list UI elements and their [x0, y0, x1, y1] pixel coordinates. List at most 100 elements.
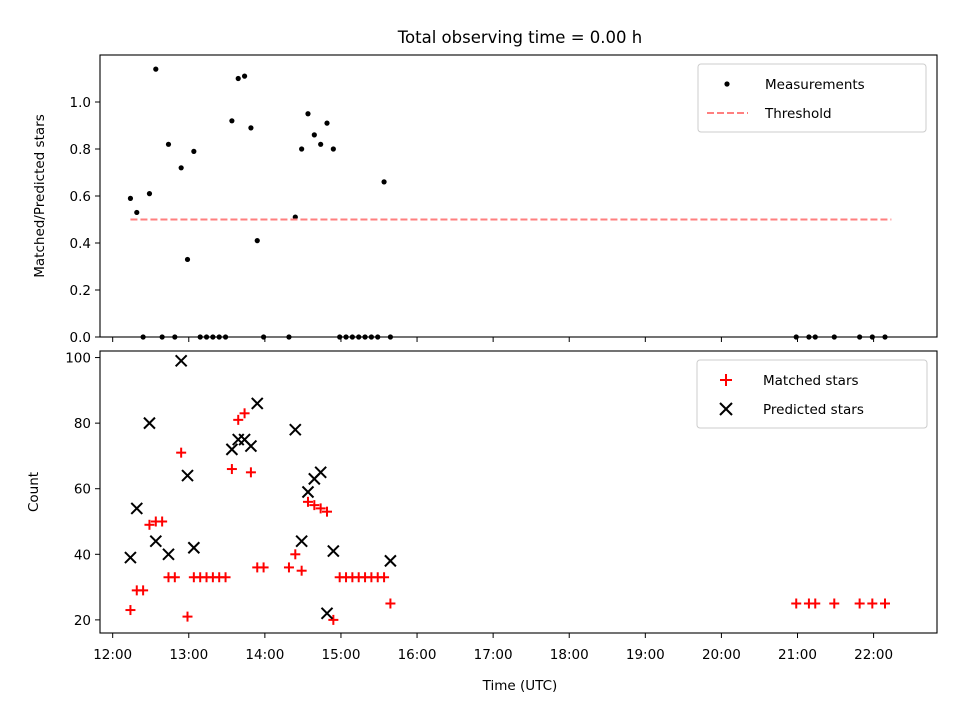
matched-star-point: [385, 598, 396, 609]
x-tick-label: 22:00: [854, 647, 893, 663]
predicted-star-point: [225, 443, 239, 456]
matched-star-point: [226, 464, 237, 475]
x-tick-label: 13:00: [169, 647, 208, 663]
predicted-star-point: [314, 466, 327, 479]
top-legend-box: [697, 63, 927, 133]
matched-star-point: [169, 572, 180, 583]
measurement-point: [248, 125, 254, 131]
matched-star-point: [233, 414, 244, 425]
bottom-y-tick-label: 100: [65, 351, 91, 367]
legend-measurements-marker: [724, 81, 730, 87]
measurement-point: [146, 191, 153, 197]
bottom-y-axis: 20 40 60 80 100: [65, 351, 100, 629]
predicted-star-point: [320, 607, 334, 620]
x-tick-label: 21:00: [778, 647, 817, 663]
predicted-star-point: [384, 554, 397, 568]
predicted-star-point: [149, 534, 163, 548]
legend-threshold-label: Threshold: [764, 106, 832, 122]
predicted-star-point: [289, 423, 302, 436]
matched-star-point: [328, 614, 339, 625]
bottom-panel: 20 40 60 80 100 12:00 13:00 14:00 15:00 16:00 17:…: [26, 350, 938, 694]
measurement-point: [184, 256, 191, 263]
bottom-axes-frame: [99, 350, 938, 634]
x-tick-label: 20:00: [702, 647, 741, 663]
predicted-star-point: [181, 469, 194, 482]
predicted-star-point: [143, 416, 156, 430]
matched-star-point: [296, 565, 307, 576]
x-tick-label: 16:00: [398, 647, 437, 663]
bottom-y-tick-label: 60: [74, 482, 91, 498]
measurement-point: [134, 209, 140, 216]
matched-star-point: [157, 516, 168, 527]
predicted-star-point: [251, 397, 264, 410]
x-tick-label: 14:00: [245, 647, 284, 663]
top-y-tick-label: 0.8: [70, 142, 91, 158]
top-legend: Measurements Threshold: [697, 63, 927, 133]
x-axis-label: Time (UTC): [482, 678, 558, 694]
matched-star-point: [125, 605, 136, 616]
matched-star-point: [791, 598, 802, 609]
matched-star-point: [176, 447, 187, 458]
x-tick-label: 17:00: [474, 647, 513, 663]
matched-star-point: [810, 598, 821, 609]
top-axes-frame: [99, 54, 938, 338]
measurement-point: [229, 118, 235, 124]
measurement-point: [318, 141, 324, 147]
bottom-y-tick-label: 80: [74, 416, 91, 432]
predicted-star-point: [130, 502, 143, 515]
matched-star-point: [309, 500, 320, 511]
predicted-star-point: [327, 544, 340, 558]
measurement-point: [235, 75, 241, 82]
measurement-point: [305, 111, 311, 117]
matched-star-point: [867, 598, 878, 609]
matched-star-point: [880, 598, 891, 609]
measurement-point: [299, 146, 305, 152]
measurement-point: [127, 195, 134, 201]
x-tick-label: 18:00: [550, 647, 589, 663]
bottom-y-tick-label: 20: [74, 613, 91, 629]
predicted-star-point: [244, 439, 258, 453]
bottom-y-axis-label: Count: [26, 472, 42, 512]
measurement-point: [153, 66, 159, 72]
matched-star-point: [239, 408, 250, 419]
matched-star-point: [283, 562, 294, 573]
top-y-tick-label: 1.0: [70, 95, 91, 111]
matched-star-point: [829, 598, 840, 609]
top-y-axis-label: Matched/Predicted stars: [32, 114, 48, 277]
measurement-point: [178, 165, 184, 171]
matched-star-point: [302, 496, 313, 507]
measurement-point: [241, 73, 248, 79]
top-y-tick-label: 0.4: [70, 236, 91, 252]
x-tick-label: 19:00: [626, 647, 665, 663]
measurement-point: [191, 148, 197, 154]
bottom-legend: Matched stars Predicted stars: [696, 359, 928, 429]
matched-star-point: [245, 467, 256, 478]
predicted-star-point: [187, 541, 201, 554]
matched-star-point: [379, 572, 390, 583]
matched-star-point: [322, 506, 333, 517]
predicted-star-point: [162, 548, 175, 561]
legend-matched-label: Matched stars: [763, 373, 859, 389]
measurement-point: [381, 179, 387, 185]
matched-star-point: [220, 572, 231, 583]
top-x-axis: [112, 337, 875, 342]
chart-title: Total observing time = 0.00 h: [397, 28, 642, 47]
matched-star-point: [258, 562, 269, 573]
bottom-legend-box: [696, 359, 928, 429]
top-panel: 0.0 0.2 0.4 0.6 0.8 1.0 Matched/Predicted sta…: [32, 54, 938, 346]
top-y-tick-label: 0.2: [70, 283, 91, 299]
predicted-star-point: [295, 534, 308, 548]
measurement-point: [165, 141, 172, 147]
measurement-point: [292, 214, 298, 220]
matched-star-point: [144, 519, 155, 530]
matched-star-point: [138, 585, 149, 596]
legend-predicted-marker: [719, 402, 733, 416]
legend-measurements-label: Measurements: [765, 77, 865, 93]
legend-predicted-label: Predicted stars: [763, 402, 864, 418]
measurement-point: [324, 120, 330, 126]
top-y-tick-label: 0.6: [70, 189, 91, 205]
top-plot-area: [127, 66, 892, 340]
x-tick-label: 12:00: [93, 647, 132, 663]
matched-star-point: [854, 598, 865, 609]
